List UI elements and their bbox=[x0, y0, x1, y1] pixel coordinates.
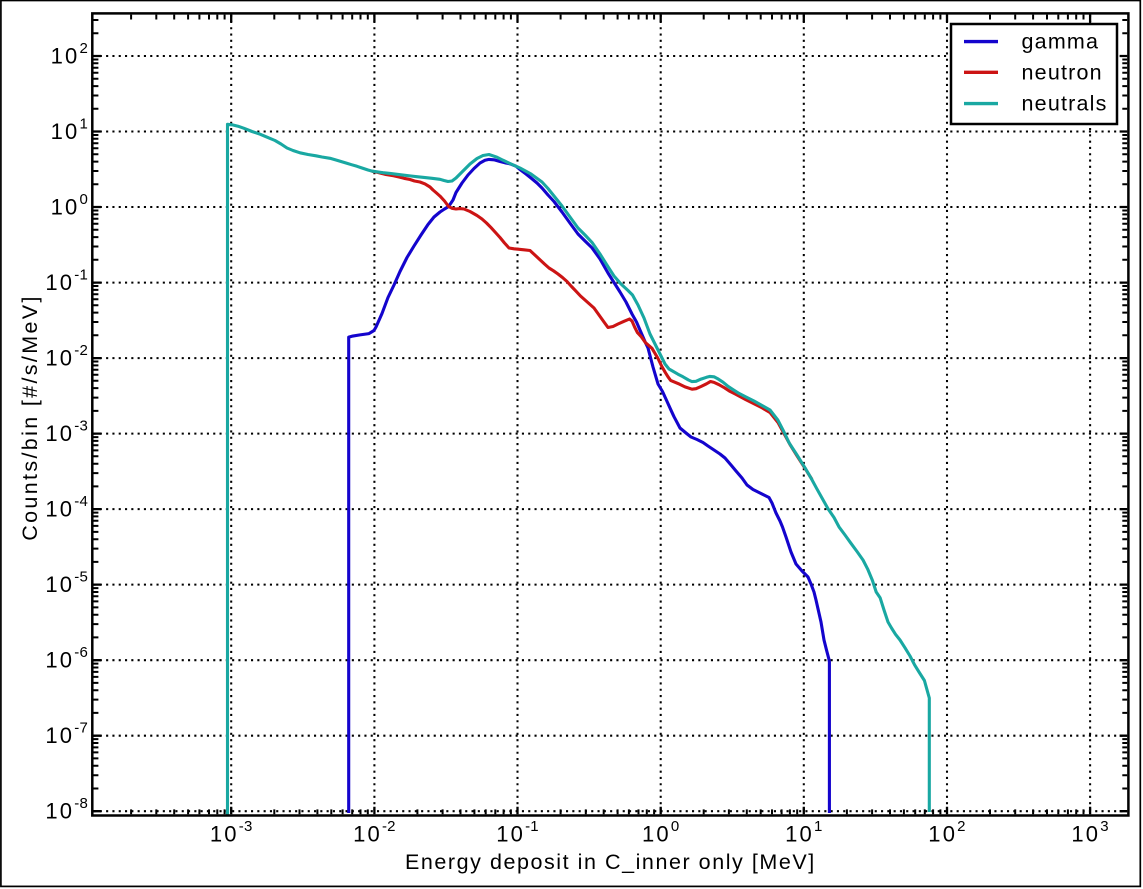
svg-text:Counts/bin [#/s/MeV]: Counts/bin [#/s/MeV] bbox=[18, 294, 42, 541]
svg-text:10-1: 10-1 bbox=[496, 818, 539, 847]
svg-text:neutron: neutron bbox=[1022, 60, 1103, 84]
svg-text:gamma: gamma bbox=[1022, 30, 1100, 54]
svg-text:10-5: 10-5 bbox=[45, 568, 88, 597]
svg-text:102: 102 bbox=[928, 818, 965, 847]
svg-text:neutrals: neutrals bbox=[1022, 92, 1108, 116]
svg-text:Energy deposit in C_inner only: Energy deposit in C_inner only [MeV] bbox=[405, 850, 816, 874]
